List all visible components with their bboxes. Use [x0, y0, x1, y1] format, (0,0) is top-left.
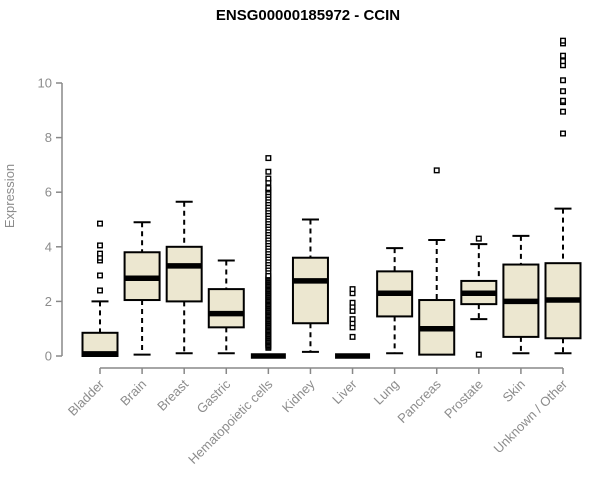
outlier-point	[349, 333, 356, 340]
outlier-point	[349, 299, 356, 306]
y-axis-label: Expression	[2, 164, 17, 228]
outlier-point	[349, 286, 356, 293]
boxplot-group	[335, 286, 371, 359]
outlier-point	[560, 52, 567, 59]
outlier-point	[560, 130, 567, 137]
box	[207, 288, 245, 329]
outlier-point	[475, 235, 482, 242]
box	[165, 245, 203, 303]
chart-title: ENSG00000185972 - CCIN	[216, 7, 400, 24]
x-tick-label: Breast	[154, 376, 191, 413]
y-tick-label: 4	[45, 239, 52, 254]
boxplot-group	[250, 155, 286, 359]
boxplot-group	[123, 221, 161, 356]
outlier-point	[265, 185, 272, 192]
x-tick-label: Gastric	[194, 376, 234, 416]
boxplot-group	[460, 235, 498, 358]
outlier-point	[560, 37, 567, 44]
outlier-point	[349, 316, 356, 323]
x-tick-label: Lung	[371, 377, 402, 408]
boxplot-group	[207, 259, 245, 355]
outlier-point	[560, 77, 567, 84]
x-tick-label: Kidney	[279, 376, 318, 415]
outlier-point	[265, 168, 272, 175]
x-tick-label: Skin	[500, 377, 528, 405]
outlier-point	[96, 272, 103, 279]
outlier-point	[96, 220, 103, 227]
box	[291, 256, 329, 325]
outlier-point	[560, 58, 567, 65]
outlier-point	[560, 97, 567, 104]
x-tick-label: Unknown / Other	[491, 376, 571, 456]
x-tick-label: Prostate	[441, 377, 486, 422]
x-tick-label: Brain	[117, 377, 149, 409]
boxplot-group	[502, 234, 540, 355]
outlier-point	[475, 351, 482, 358]
x-tick-label: Pancreas	[394, 376, 444, 426]
x-tick-label: Liver	[329, 376, 360, 407]
boxplot-group	[81, 220, 119, 358]
y-tick-label: 0	[45, 349, 52, 364]
outlier-point	[96, 250, 103, 257]
plot-area	[81, 37, 582, 359]
outlier-point	[433, 167, 440, 174]
y-tick-label: 2	[45, 294, 52, 309]
x-tick-label: Bladder	[65, 376, 108, 419]
outlier-point	[560, 88, 567, 95]
boxplot-group	[165, 200, 203, 355]
outlier-point	[265, 155, 272, 162]
boxplot-group	[376, 247, 414, 355]
y-tick-label: 6	[45, 185, 52, 200]
boxplot-group	[544, 37, 582, 355]
outlier-point	[265, 175, 272, 182]
outlier-point	[560, 108, 567, 115]
y-tick-label: 8	[45, 130, 52, 145]
boxplot-group	[418, 167, 456, 356]
outlier-point	[96, 242, 103, 249]
outlier-point	[96, 287, 103, 294]
boxplot-group	[291, 218, 329, 353]
y-tick-label: 10	[38, 76, 52, 91]
